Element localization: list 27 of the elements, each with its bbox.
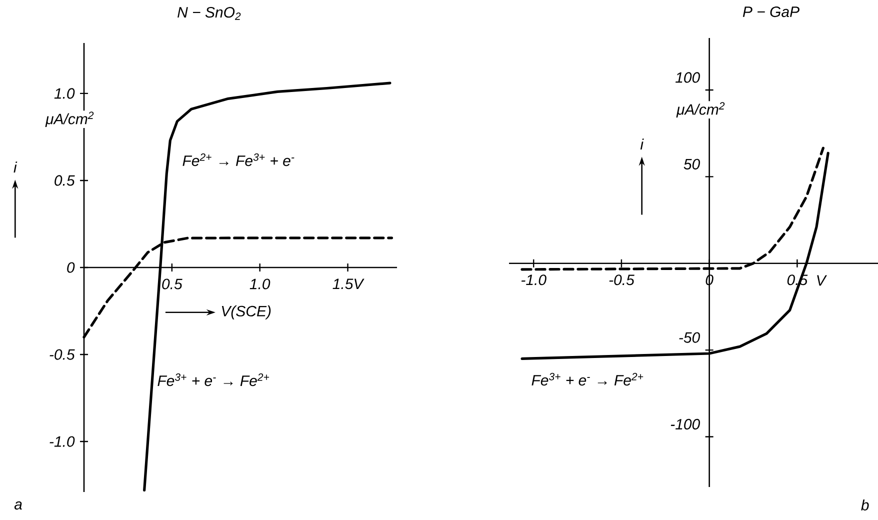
y-axis-title: i <box>14 162 18 172</box>
annotation: Fe$^{3+}$ + e$^{-}$ → Fe$^{2+}$ <box>158 373 270 386</box>
chart-title: N − SnO$_{2}$ <box>178 6 241 20</box>
y-tick-label: 0 <box>67 262 75 273</box>
y-axis-title: i <box>640 138 644 150</box>
x-tick-label: -1.0 <box>521 274 546 286</box>
chart-title: P − GaP <box>742 6 800 18</box>
y-tick-label: -0.5 <box>50 349 75 360</box>
annotation: V <box>817 275 827 286</box>
annotation: μA/cm$^{2}$ <box>45 112 94 128</box>
x-tick-label: 0.5 <box>162 278 182 290</box>
y-tick-label: 0.5 <box>54 175 75 186</box>
y-tick-label: 50 <box>684 158 700 170</box>
y-tick-label: 1.0 <box>54 88 75 99</box>
annotation: Fe$^{2+}$ → Fe$^{3+}$ + e$^{-}$ <box>182 153 294 166</box>
x-tick-label: 1.5V <box>332 278 364 290</box>
y-tick-label: 100 <box>675 72 700 83</box>
text: b <box>861 499 869 510</box>
text: a <box>14 501 22 510</box>
y-tick-label: -100 <box>670 418 700 430</box>
annotation: μA/cm$^{2}$ <box>676 102 725 118</box>
x-tick-label: -0.5 <box>609 274 634 286</box>
x-axis-title: V(SCE) <box>222 305 271 320</box>
annotation: Fe$^{3+}$ + e$^{-}$ → Fe$^{2+}$ <box>532 372 644 386</box>
x-tick-label: 1.0 <box>250 278 270 290</box>
y-tick-label: -1.0 <box>50 436 75 447</box>
y-tick-label: -50 <box>679 332 700 343</box>
